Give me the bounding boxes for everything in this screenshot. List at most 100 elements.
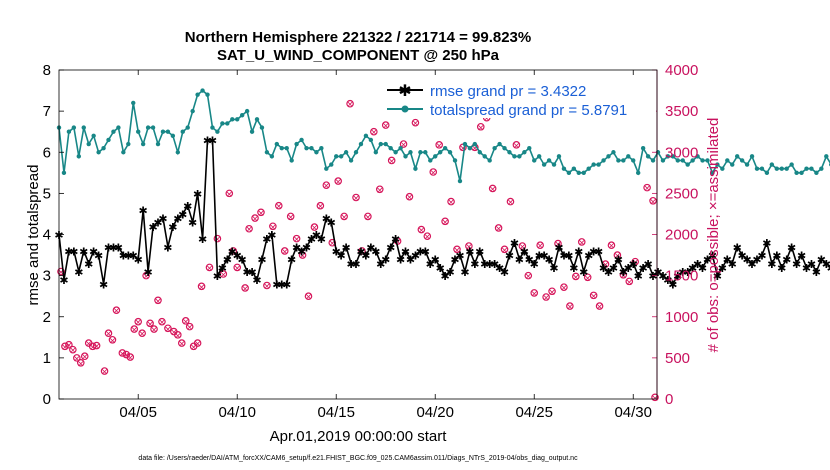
rmse-point: ✱ (302, 241, 311, 254)
obs-possible-point (649, 196, 657, 205)
obs-possible-point (298, 251, 307, 259)
totalspread-point (517, 154, 522, 159)
rmse-point: ✱ (733, 241, 742, 254)
obs-possible-point (411, 118, 420, 127)
obs-possible-point (213, 234, 222, 243)
obs-possible-point (607, 241, 616, 249)
obs-possible-point (651, 393, 659, 402)
obs-possible-point (65, 340, 73, 349)
rmse-point: ✱ (643, 258, 652, 271)
rmse-point: ✱ (317, 233, 326, 246)
left-y-tick-label: 2 (43, 309, 51, 326)
obs-assimilated-point: × (429, 168, 437, 178)
totalspread-point (749, 154, 755, 159)
obs-possible-point (245, 224, 253, 233)
totalspread-point (527, 145, 532, 151)
left-y-tick-label: 4 (43, 227, 51, 244)
obs-possible-point (286, 212, 295, 221)
totalspread-point (442, 145, 448, 151)
totalspread-point (269, 154, 275, 159)
obs-assimilated-point: × (382, 122, 390, 132)
obs-assimilated-point: × (65, 341, 73, 351)
rmse-point: ✱ (678, 266, 687, 279)
totalspread-point (185, 125, 190, 130)
totalspread-point (413, 166, 418, 171)
rmse-point: ✱ (168, 221, 177, 234)
obs-possible-point (229, 247, 238, 255)
legend-box (384, 78, 656, 118)
rmse-point: ✱ (797, 250, 806, 263)
obs-possible-point (280, 247, 289, 255)
rmse-point: ✱ (411, 250, 420, 263)
rmse-point: ✱ (129, 250, 138, 263)
obs-possible-point (274, 201, 283, 210)
rmse-point: ✱ (213, 270, 222, 283)
right-y-tick-label: 3000 (665, 144, 698, 161)
right-y-tick-label: 2000 (665, 227, 698, 244)
rmse-point: ✱ (436, 262, 445, 275)
obs-assimilated-point: × (328, 239, 336, 249)
totalspread-point (814, 170, 819, 176)
rmse-point: ✱ (817, 254, 826, 267)
totalspread-point (319, 145, 324, 151)
totalspread-point (254, 117, 260, 122)
rmse-point: ✱ (658, 270, 667, 283)
obs-assimilated-point: × (507, 198, 515, 208)
totalspread-point (358, 141, 364, 147)
x-tick-label: 04/20 (416, 404, 454, 421)
totalspread-point (640, 145, 646, 151)
rmse-point: ✱ (99, 278, 108, 291)
rmse-point: ✱ (312, 229, 321, 242)
rmse-point: ✱ (401, 245, 410, 258)
obs-assimilated-point: × (77, 359, 85, 369)
rmse-point: ✱ (767, 258, 776, 271)
obs-possible-point (352, 193, 360, 202)
rmse-point: ✱ (84, 258, 93, 271)
totalspread-point (645, 154, 651, 159)
left-y-axis-label: rmse and totalspread (25, 165, 42, 306)
obs-possible-point (92, 341, 101, 350)
rmse-point: ✱ (747, 258, 756, 271)
obs-assimilated-point: × (542, 294, 550, 304)
obs-assimilated-point: × (69, 346, 77, 356)
totalspread-point (601, 158, 606, 163)
rmse-point: ✱ (252, 274, 261, 287)
obs-possible-point (257, 208, 265, 217)
rmse-point: ✱ (228, 245, 237, 258)
totalspread-point (131, 100, 136, 106)
obs-assimilated-point: × (447, 198, 455, 208)
rmse-point: ✱ (728, 258, 737, 271)
rmse-point: ✱ (629, 258, 638, 271)
rmse-point: ✱ (416, 245, 425, 258)
rmse-point: ✱ (346, 258, 355, 271)
obs-possible-point (447, 197, 455, 206)
rmse-point: ✱ (94, 250, 103, 263)
totalspread-point (596, 162, 601, 167)
obs-possible-point (429, 168, 438, 176)
obs-possible-point (142, 271, 150, 280)
left-y-tick-label: 1 (43, 350, 51, 367)
rmse-point: ✱ (505, 250, 514, 263)
rmse-point: ✱ (668, 278, 677, 291)
totalspread-point (373, 150, 379, 155)
obs-assimilated-point: × (459, 144, 467, 154)
obs-assimilated-point: × (435, 141, 443, 151)
obs-assimilated-point: × (596, 303, 604, 313)
x-tick-label: 04/25 (515, 404, 553, 421)
rmse-point: ✱ (238, 254, 247, 267)
obs-possible-point (560, 283, 568, 291)
rmse-point: ✱ (178, 208, 187, 221)
obs-assimilated-point: × (299, 252, 307, 262)
totalspread-point (200, 88, 205, 93)
totalspread-point (91, 133, 96, 138)
x-tick-label: 04/05 (119, 404, 157, 421)
obs-possible-point (130, 325, 139, 333)
totalspread-point (556, 154, 562, 159)
rmse-point: ✱ (515, 254, 524, 267)
totalspread-point (388, 145, 393, 151)
obs-possible-point (583, 273, 592, 282)
rmse-point: ✱ (233, 250, 242, 263)
obs-possible-point (500, 245, 509, 254)
obs-possible-point (174, 331, 182, 339)
totalspread-point (794, 170, 799, 176)
